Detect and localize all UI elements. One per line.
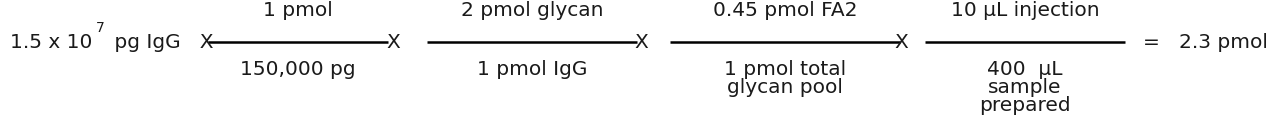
Text: 0.45 pmol FA2: 0.45 pmol FA2 <box>713 1 858 20</box>
Text: X: X <box>895 33 908 52</box>
Text: pg IgG   X: pg IgG X <box>108 33 214 52</box>
Text: 7: 7 <box>96 21 105 35</box>
Text: =   2.3 pmol: = 2.3 pmol <box>1143 33 1268 52</box>
Text: 150,000 pg: 150,000 pg <box>241 60 356 79</box>
Text: X: X <box>634 33 648 52</box>
Text: prepared: prepared <box>979 96 1071 115</box>
Text: 1 pmol total: 1 pmol total <box>724 60 846 79</box>
Text: 2 pmol glycan: 2 pmol glycan <box>461 1 603 20</box>
Text: glycan pool: glycan pool <box>727 78 844 97</box>
Text: 10 μL injection: 10 μL injection <box>951 1 1100 20</box>
Text: 400  μL: 400 μL <box>987 60 1062 79</box>
Text: 1 pmol: 1 pmol <box>264 1 333 20</box>
Text: sample: sample <box>988 78 1061 97</box>
Text: 1 pmol IgG: 1 pmol IgG <box>477 60 588 79</box>
Text: X: X <box>387 33 399 52</box>
Text: 1.5 x 10: 1.5 x 10 <box>10 33 92 52</box>
